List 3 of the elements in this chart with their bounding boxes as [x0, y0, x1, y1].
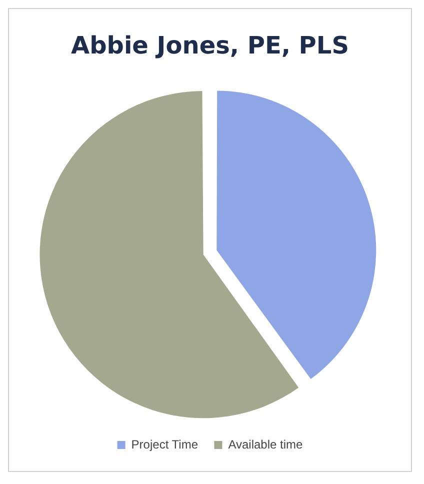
legend-label: Available time: [228, 437, 304, 452]
legend-label: Project Time: [131, 437, 198, 452]
chart-title: Abbie Jones, PE, PLS: [71, 32, 349, 60]
